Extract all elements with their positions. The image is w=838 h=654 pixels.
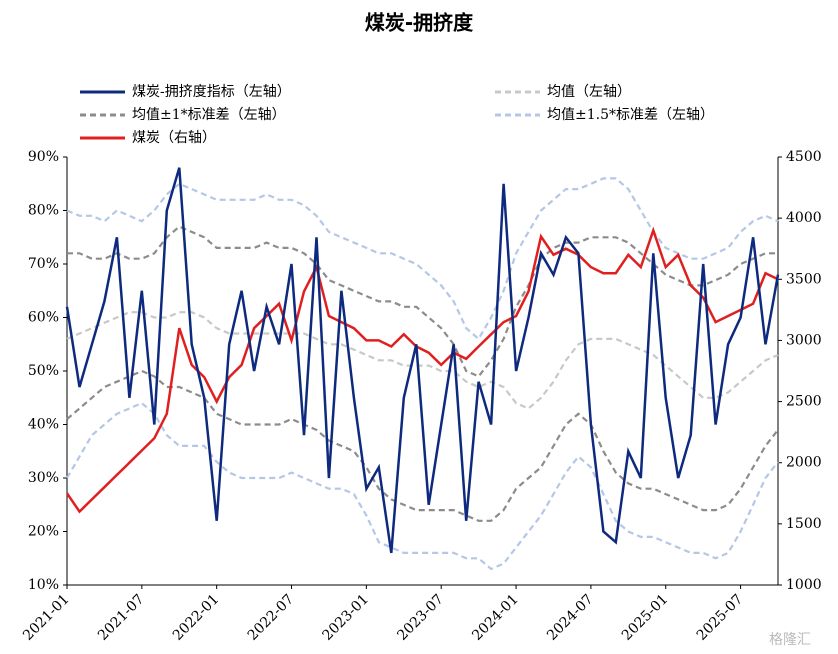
x-tick-label: 2024-01 — [469, 591, 521, 643]
legend-label: 均值±1*标准差（左轴） — [132, 107, 286, 123]
x-tick-label: 2024-07 — [544, 591, 596, 643]
y-tick-label: 30% — [28, 470, 59, 486]
x-tick-label: 2023-07 — [394, 591, 446, 643]
y2-tick-label: 1500 — [786, 516, 822, 532]
y-tick-label: 10% — [28, 577, 59, 593]
y-tick-label: 80% — [28, 203, 59, 219]
y2-tick-label: 4500 — [786, 149, 822, 165]
x-tick-label: 2022-07 — [245, 591, 297, 643]
y2-tick-label: 4000 — [786, 210, 822, 226]
x-tick-label: 2022-01 — [170, 591, 222, 643]
x-tick-label: 2025-07 — [694, 591, 746, 643]
series-line — [66, 401, 779, 571]
x-tick-label: 2021-07 — [95, 591, 147, 643]
series-line — [66, 369, 779, 522]
legend-label: 均值±1.5*标准差（左轴） — [547, 107, 714, 123]
series-line — [65, 226, 779, 514]
x-tick-label: 2023-01 — [320, 591, 372, 643]
y-tick-label: 60% — [28, 310, 59, 326]
x-tick-label: 2025-01 — [619, 591, 671, 643]
legend-label: 均值（左轴） — [547, 84, 631, 100]
y-tick-label: 90% — [28, 149, 59, 165]
series-line — [66, 311, 779, 410]
x-tick-label: 2021-01 — [20, 591, 72, 643]
y-tick-label: 70% — [28, 256, 59, 272]
chart-title: 煤炭-拥挤度 — [365, 11, 474, 35]
y2-tick-label: 3500 — [786, 271, 822, 287]
y2-tick-label: 1000 — [786, 577, 822, 593]
y2-tick-label: 2000 — [786, 455, 822, 471]
legend-label: 煤炭（右轴） — [132, 130, 216, 146]
legend-label: 煤炭-拥挤度指标（左轴） — [132, 84, 291, 100]
y-tick-label: 40% — [28, 417, 59, 433]
series-line — [67, 225, 778, 378]
y-tick-label: 50% — [28, 363, 59, 379]
watermark: 格隆汇 — [769, 632, 811, 648]
series-line — [65, 167, 780, 554]
series-line — [66, 177, 779, 341]
y-tick-label: 20% — [28, 524, 59, 540]
y2-tick-label: 2500 — [786, 394, 822, 410]
y2-tick-label: 3000 — [786, 332, 822, 348]
